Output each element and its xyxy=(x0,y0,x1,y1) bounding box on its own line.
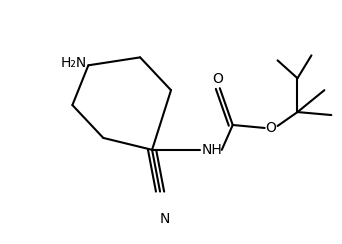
Text: O: O xyxy=(266,121,277,135)
Text: N: N xyxy=(160,212,170,226)
Text: H₂N: H₂N xyxy=(61,56,87,70)
Text: O: O xyxy=(213,72,224,86)
Text: NH: NH xyxy=(201,143,222,157)
